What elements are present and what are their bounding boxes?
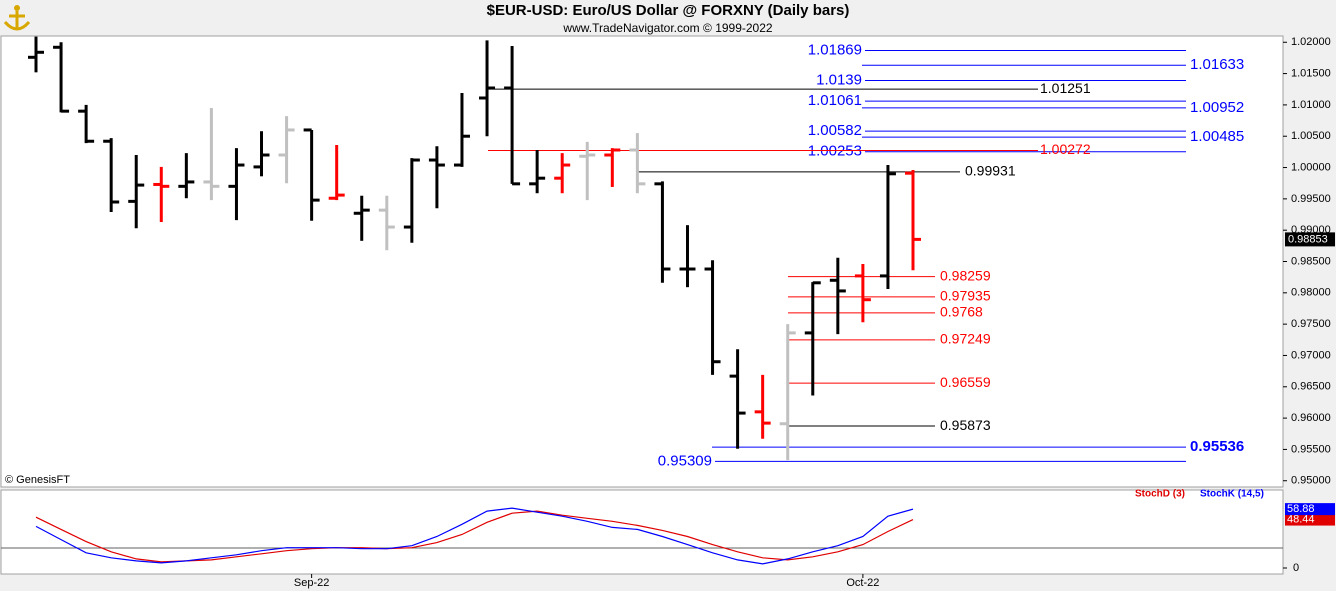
y-tick-label: 0.98000 — [1291, 287, 1331, 299]
level-label: 0.95309 — [658, 452, 712, 469]
level-label: 0.96559 — [940, 374, 991, 390]
y-tick-label: 0.95000 — [1291, 475, 1331, 487]
y-tick-label: 1.01500 — [1291, 67, 1331, 79]
y-tick-label: 0.97000 — [1291, 349, 1331, 361]
source: © GenesisFT — [5, 474, 70, 486]
level-label: 1.00582 — [808, 122, 862, 139]
y-tick-label: 0.98500 — [1291, 255, 1331, 267]
last-value-box — [1285, 503, 1335, 516]
level-label: 1.00272 — [1040, 141, 1091, 157]
y-tick-label: 0.99500 — [1291, 193, 1331, 205]
y-tick-label: 1.00000 — [1291, 161, 1331, 173]
x-tick-label: Sep-22 — [294, 577, 329, 589]
level-label: 0.97249 — [940, 331, 991, 347]
level-label: 1.01633 — [1190, 56, 1244, 73]
legend: StochD (3) StochK (14,5) — [1135, 489, 1264, 500]
level-label: 0.95536 — [1190, 438, 1244, 455]
legend-label: StochD (3) — [1135, 489, 1185, 500]
level-label: 0.9768 — [940, 304, 983, 320]
y-tick-label: 1.01000 — [1291, 99, 1331, 111]
level-label: 1.01251 — [1040, 80, 1091, 96]
level-label: 1.01869 — [808, 41, 862, 58]
y-tick-label: 0.96000 — [1291, 412, 1331, 424]
level-label: 1.00485 — [1190, 128, 1244, 145]
y-tick-label: 0 — [1293, 562, 1299, 574]
y-tick-label: 1.00500 — [1291, 130, 1331, 142]
level-label: 0.99931 — [965, 163, 1016, 179]
logo — [3, 5, 31, 31]
level-label: 1.01061 — [808, 92, 862, 109]
last-price-box — [1285, 232, 1335, 247]
y-tick-label: 0.96500 — [1291, 381, 1331, 393]
chart-title: $EUR-USD: Euro/US Dollar @ FORXNY (Daily… — [487, 2, 850, 19]
stoch-panel — [0, 489, 1284, 575]
level-label: 0.97935 — [940, 288, 991, 304]
y-tick-label: 0.97500 — [1291, 318, 1331, 330]
y-tick-label: 0.95500 — [1291, 443, 1331, 455]
price-panel — [0, 35, 1284, 488]
y-tick-label: 1.02000 — [1291, 36, 1331, 48]
stoch-line — [35, 507, 914, 565]
last-price: 0.98853 — [1288, 233, 1328, 245]
level-label: 1.00952 — [1190, 99, 1244, 116]
level-label: 0.98259 — [940, 267, 991, 283]
last-value: 48.44 — [1287, 513, 1315, 525]
last-value-box — [1285, 513, 1335, 526]
chart-subtitle: www.TradeNavigator.com © 1999-2022 — [562, 21, 772, 35]
level-label: 1.00253 — [808, 143, 862, 160]
level-label: 0.95873 — [940, 417, 991, 433]
legend-label: StochK (14,5) — [1200, 489, 1264, 500]
x-tick-label: Oct-22 — [846, 577, 879, 589]
last-value: 58.88 — [1287, 503, 1315, 515]
level-label: 1.0139 — [816, 71, 862, 88]
